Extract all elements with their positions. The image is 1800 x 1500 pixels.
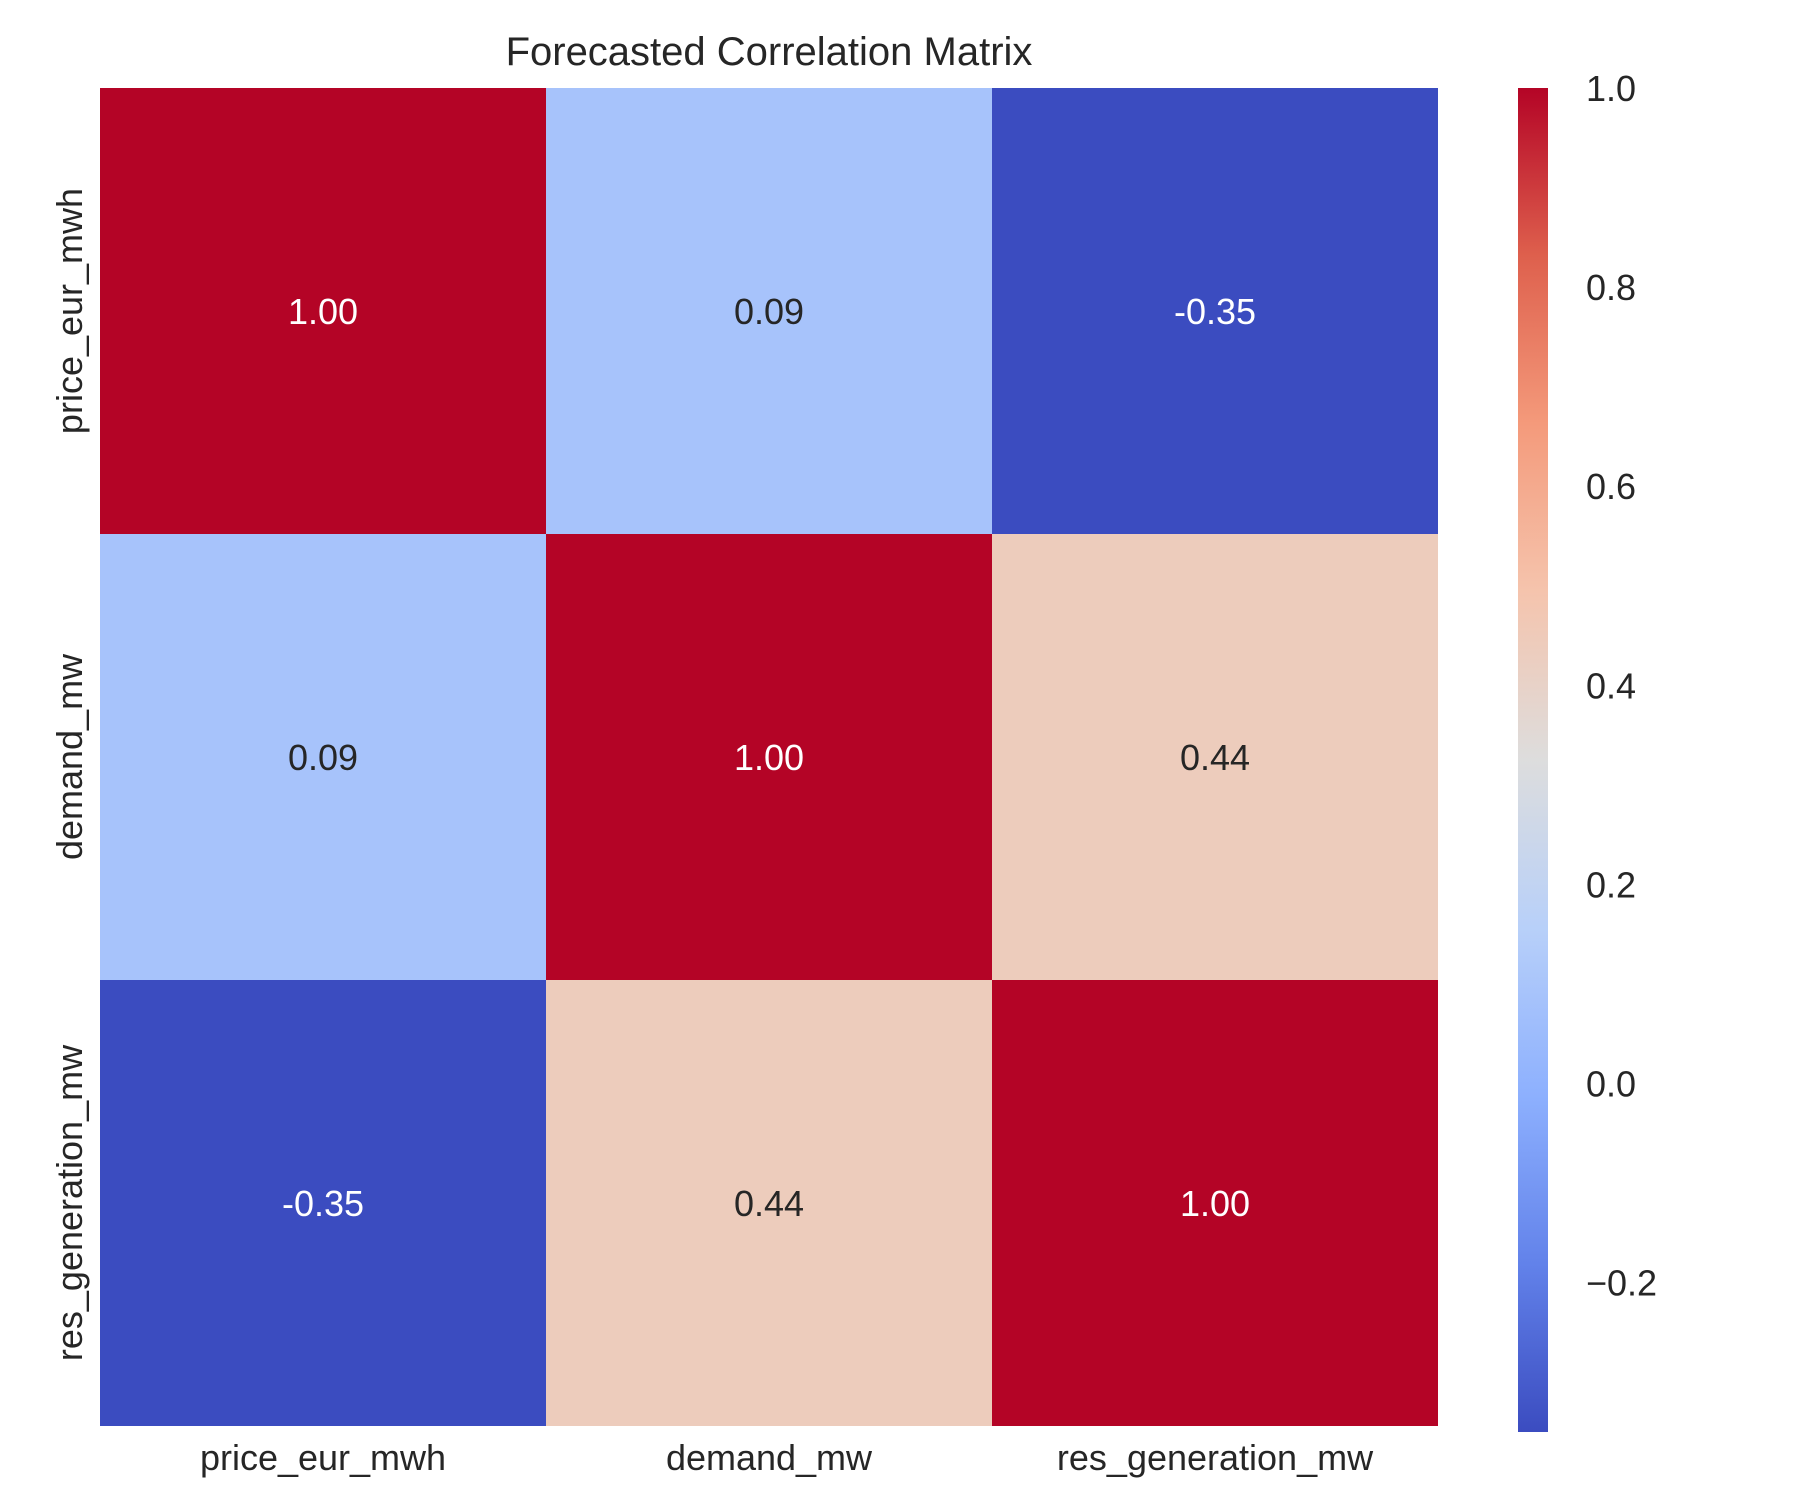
heatmap-cell-r0-c2 [992,88,1438,534]
cell-value-label: 0.09 [734,291,804,332]
heatmap-cell-r2-c2 [992,980,1438,1426]
heatmap-cell-r2-c0 [100,980,546,1426]
x-axis-tick-labels: price_eur_mwh demand_mw res_generation_mw [200,1437,1374,1478]
colorbar-tick-label: 1.0 [1586,68,1636,109]
x-tick-label: price_eur_mwh [200,1437,446,1478]
colorbar-tick-label: −0.2 [1586,1263,1657,1304]
colorbar-tick-label: 0.2 [1586,864,1636,905]
cell-value-label: 1.00 [1180,1183,1250,1224]
cell-value-label: -0.35 [1174,291,1256,332]
heatmap-cell-r0-c0 [100,88,546,534]
y-tick-label: price_eur_mwh [49,188,90,434]
cell-value-label: 0.44 [734,1183,804,1224]
colorbar-tick-label: 0.8 [1586,267,1636,308]
chart-title: Forecasted Correlation Matrix [506,30,1033,74]
heatmap-cell-r1-c0 [100,534,546,980]
y-tick-label: res_generation_mw [49,1044,90,1361]
cell-value-label: 1.00 [288,291,358,332]
y-axis-tick-labels: price_eur_mwh demand_mw res_generation_mw [49,188,90,1361]
x-tick-label: res_generation_mw [1057,1437,1374,1478]
cell-value-label: 1.00 [734,737,804,778]
colorbar-tick-label: 0.6 [1586,466,1636,507]
colorbar: −0.2 0.0 0.2 0.4 0.6 0.8 1.0 [1518,68,1657,1432]
heatmap-cell-r2-c1 [546,980,992,1426]
cell-value-label: 0.09 [288,737,358,778]
heatmap-cell-r1-c2 [992,534,1438,980]
cell-value-label: 0.44 [1180,737,1250,778]
colorbar-tick-label: 0.4 [1586,665,1636,706]
x-tick-label: demand_mw [666,1437,873,1478]
heatmap-cell-labels: 1.00 0.09 -0.35 0.09 1.00 0.44 -0.35 0.44 1.00 [282,291,1256,1224]
cell-value-label: -0.35 [282,1183,364,1224]
colorbar-tick-label: 0.0 [1586,1064,1636,1105]
heatmap-cell-r0-c1 [546,88,992,534]
y-tick-label: demand_mw [49,653,90,860]
heatmap-cell-r1-c1 [546,534,992,980]
colorbar-gradient [1518,88,1548,1432]
heatmap-cells [100,88,1438,1426]
